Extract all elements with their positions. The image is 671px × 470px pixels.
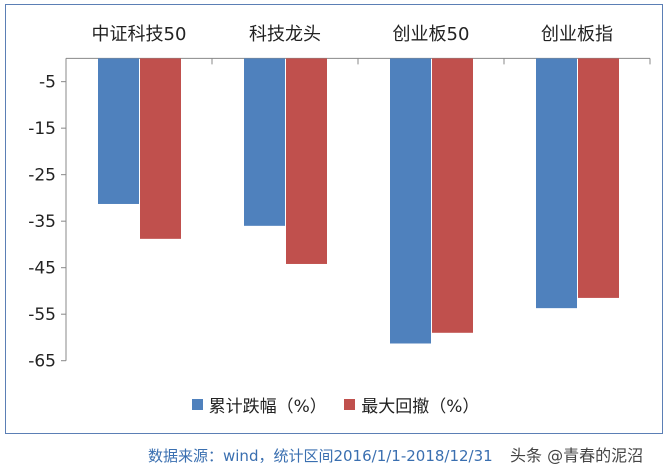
y-tick-label: -5 [39,73,56,93]
legend-item-cumulative-decline: 累计跌幅（%） [191,392,327,417]
y-tick-label: -25 [28,166,56,186]
category-label: 中证科技50 [92,24,187,45]
bar-max-drawdown [432,58,473,333]
bar-cumulative-decline [536,58,577,309]
bar-max-drawdown [578,58,619,298]
source-note: 数据来源：wind，统计区间2016/1/1-2018/12/31 [148,447,493,465]
legend-label: 累计跌幅（%） [208,397,327,417]
bar-max-drawdown [140,58,181,239]
y-tick-label: -65 [28,352,56,372]
bar-cumulative-decline [390,58,431,344]
legend-swatch [191,399,203,410]
legend-item-max-drawdown: 最大回撤（%） [344,392,479,417]
y-tick-label: -55 [28,305,56,325]
category-label: 创业板指 [541,24,613,45]
y-tick-label: -45 [28,259,56,279]
bar-max-drawdown [286,58,327,264]
legend-swatch [344,399,356,410]
category-label: 创业板50 [393,24,470,45]
watermark: 头条 @青春的泥沼 [510,446,644,465]
bar-cumulative-decline [98,58,139,204]
y-tick-label: -15 [28,119,56,139]
chart-frame [5,4,663,434]
legend: 累计跌幅（%） 最大回撤（%） [0,392,671,417]
legend-label: 最大回撤（%） [361,397,480,417]
category-label: 科技龙头 [249,24,321,45]
y-tick-label: -35 [28,212,56,232]
bar-cumulative-decline [244,58,285,226]
